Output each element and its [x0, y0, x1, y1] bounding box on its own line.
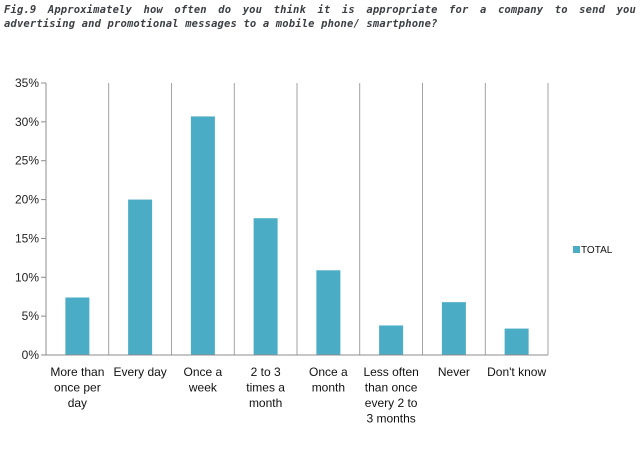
chart-axes	[41, 82, 548, 356]
y-tick-label: 5%	[22, 309, 40, 323]
category-label: Every day	[113, 365, 166, 379]
bar	[128, 199, 153, 355]
chart-legend: TOTAL	[573, 245, 613, 256]
y-tick-label: 35%	[15, 76, 39, 90]
category-label: Don't know	[487, 365, 546, 379]
legend-swatch	[573, 246, 580, 253]
y-tick-label: 15%	[15, 231, 39, 245]
chart-gridlines	[108, 83, 549, 355]
category-label: Once a week	[184, 365, 223, 395]
category-label: 2 to 3 times a month	[246, 365, 285, 410]
bar	[65, 297, 90, 355]
x-axis-category-labels: More than once per day Every day Once a week 2…	[50, 365, 546, 426]
category-label: More than once per day	[50, 365, 104, 410]
category-label: Less often than once every 2 to 3 months	[363, 365, 418, 426]
category-label: Once a month	[309, 365, 348, 395]
y-tick-label: 20%	[15, 193, 39, 207]
legend-label-total: TOTAL	[581, 245, 613, 256]
bar	[504, 328, 529, 355]
chart-bars	[65, 116, 529, 355]
y-tick-label: 30%	[15, 115, 39, 129]
bar	[379, 325, 404, 355]
figure-title: Fig.9 Approximately how often do you thi…	[4, 4, 636, 30]
y-axis-tick-labels: 0% 5% 10% 15% 20% 25% 30% 35%	[15, 76, 39, 362]
y-tick-label: 10%	[15, 270, 39, 284]
y-tick-label: 25%	[15, 154, 39, 168]
bar	[190, 116, 215, 355]
bar	[441, 302, 466, 355]
bar	[253, 218, 278, 355]
y-tick-label: 0%	[22, 348, 40, 362]
bar	[316, 270, 341, 355]
category-label: Never	[438, 365, 470, 379]
